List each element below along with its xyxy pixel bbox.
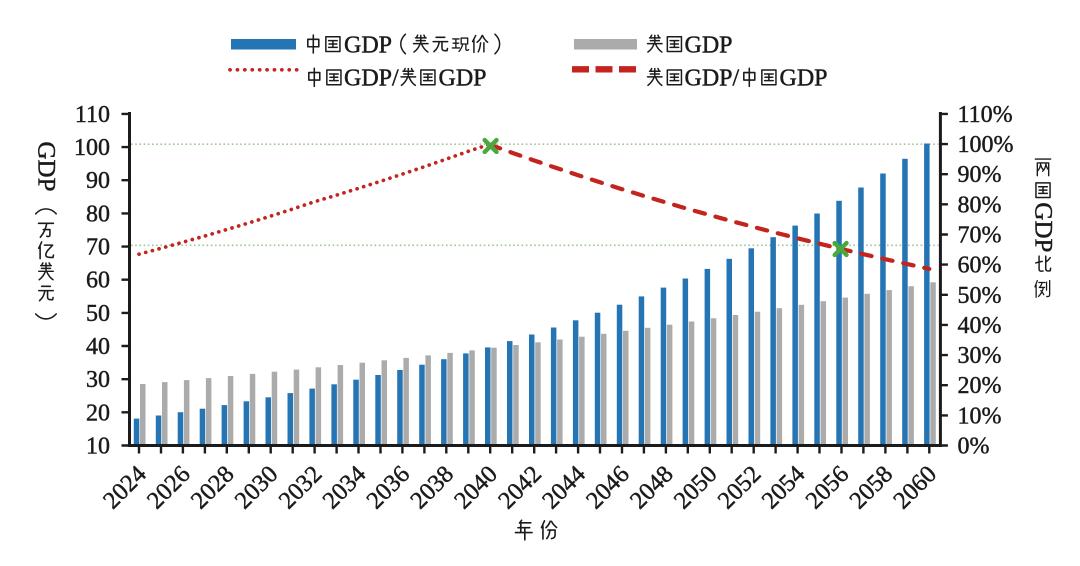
svg-text:80: 80 bbox=[86, 201, 110, 227]
svg-text:20: 20 bbox=[86, 400, 110, 426]
svg-text:100: 100 bbox=[74, 135, 110, 161]
svg-text:50: 50 bbox=[86, 301, 110, 327]
svg-text:110%: 110% bbox=[958, 102, 1013, 128]
svg-text:110: 110 bbox=[75, 102, 110, 128]
svg-text:GDP: GDP bbox=[439, 66, 487, 92]
svg-text:10%: 10% bbox=[958, 403, 1002, 429]
svg-text:40%: 40% bbox=[958, 313, 1002, 339]
svg-text:GDP/: GDP/ bbox=[685, 66, 740, 92]
svg-text:50%: 50% bbox=[958, 283, 1002, 309]
svg-text:GDP: GDP bbox=[33, 142, 60, 192]
svg-text:10: 10 bbox=[86, 434, 110, 460]
svg-text:100%: 100% bbox=[958, 132, 1014, 158]
svg-text:GDP: GDP bbox=[344, 32, 392, 58]
svg-text:30: 30 bbox=[86, 367, 110, 393]
svg-text:GDP: GDP bbox=[780, 66, 828, 92]
svg-text:90: 90 bbox=[86, 168, 110, 194]
svg-text:20%: 20% bbox=[958, 373, 1002, 399]
svg-text:60%: 60% bbox=[958, 253, 1002, 279]
svg-text:0%: 0% bbox=[958, 434, 990, 460]
svg-text:70%: 70% bbox=[958, 223, 1002, 249]
svg-text:40: 40 bbox=[86, 334, 110, 360]
svg-text:60: 60 bbox=[86, 268, 110, 294]
svg-text:GDP: GDP bbox=[1030, 202, 1057, 252]
svg-text:GDP/: GDP/ bbox=[344, 66, 399, 92]
svg-text:90%: 90% bbox=[958, 162, 1002, 188]
svg-text:GDP: GDP bbox=[685, 32, 733, 58]
svg-text:70: 70 bbox=[86, 235, 110, 261]
svg-text:30%: 30% bbox=[958, 343, 1002, 369]
svg-text:80%: 80% bbox=[958, 192, 1002, 218]
